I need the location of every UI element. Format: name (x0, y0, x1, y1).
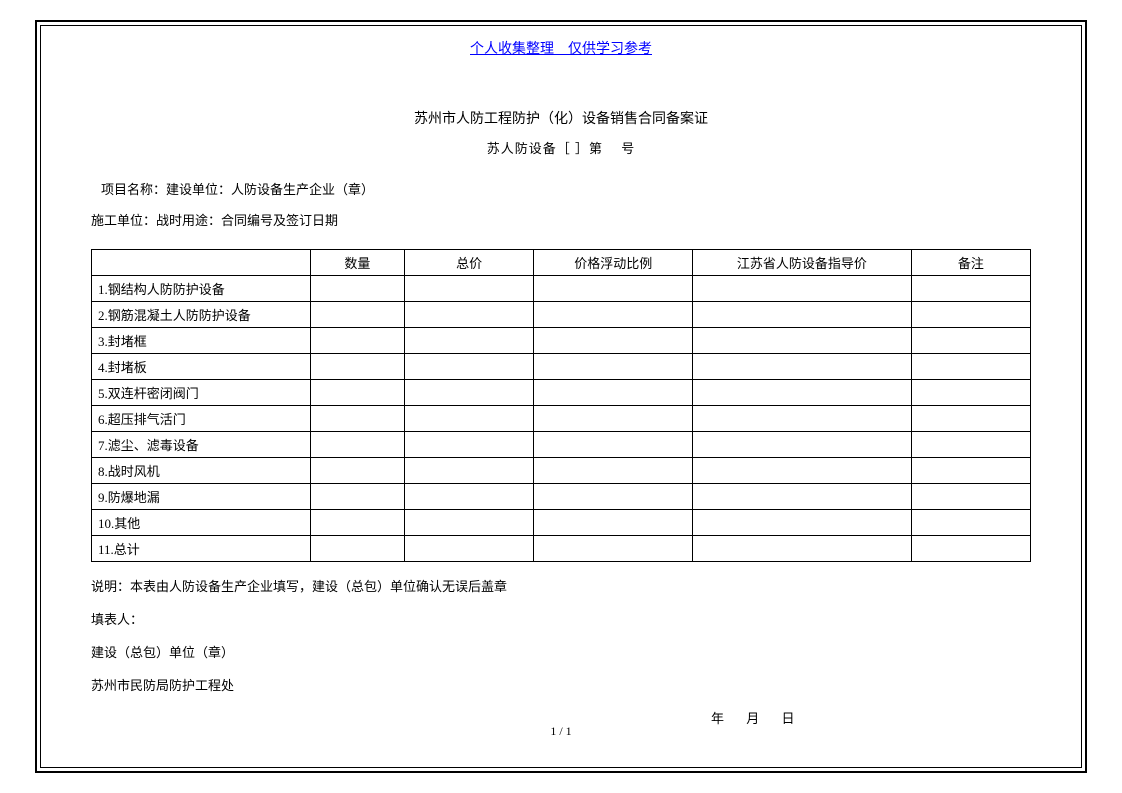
table-cell (911, 458, 1030, 484)
table-row: 9.防爆地漏 (92, 484, 1031, 510)
table-cell (911, 432, 1030, 458)
table-row: 10.其他 (92, 510, 1031, 536)
table-cell (693, 406, 911, 432)
row-label: 10.其他 (92, 510, 311, 536)
table-row: 7.滤尘、滤毒设备 (92, 432, 1031, 458)
table-row: 2.钢筋混凝土人防防护设备 (92, 302, 1031, 328)
table-cell (911, 302, 1030, 328)
table-row: 1.钢结构人防防护设备 (92, 276, 1031, 302)
col-header-note: 备注 (911, 250, 1030, 276)
document-title: 苏州市人防工程防护（化）设备销售合同备案证 (91, 108, 1031, 128)
table-cell (405, 354, 534, 380)
footer-filler: 填表人： (91, 609, 1031, 628)
row-label: 4.封堵板 (92, 354, 311, 380)
project-info-line2: 施工单位：战时用途：合同编号及签订日期 (91, 210, 1031, 229)
col-header-total: 总价 (405, 250, 534, 276)
col-header-qty: 数量 (310, 250, 404, 276)
table-cell (534, 432, 693, 458)
table-cell (310, 302, 404, 328)
row-label: 7.滤尘、滤毒设备 (92, 432, 311, 458)
page-outer-border: 个人收集整理 仅供学习参考 苏州市人防工程防护（化）设备销售合同备案证 苏人防设… (35, 20, 1087, 773)
table-row: 5.双连杆密闭阀门 (92, 380, 1031, 406)
table-row: 6.超压排气活门 (92, 406, 1031, 432)
table-cell (310, 536, 404, 562)
table-cell (911, 380, 1030, 406)
row-label: 2.钢筋混凝土人防防护设备 (92, 302, 311, 328)
footer-bureau: 苏州市民防局防护工程处 (91, 675, 1031, 694)
col-header-label (92, 250, 311, 276)
row-label: 1.钢结构人防防护设备 (92, 276, 311, 302)
table-cell (405, 484, 534, 510)
table-cell (693, 328, 911, 354)
header-link: 个人收集整理 仅供学习参考 (91, 38, 1031, 58)
table-cell (310, 380, 404, 406)
table-cell (693, 354, 911, 380)
row-label: 8.战时风机 (92, 458, 311, 484)
table-cell (405, 380, 534, 406)
row-label: 3.封堵框 (92, 328, 311, 354)
table-cell (310, 406, 404, 432)
table-cell (534, 354, 693, 380)
table-cell (405, 458, 534, 484)
table-cell (310, 510, 404, 536)
row-label: 11.总计 (92, 536, 311, 562)
page-number: 1 / 1 (41, 724, 1081, 739)
table-cell (310, 328, 404, 354)
table-cell (693, 536, 911, 562)
table-cell (405, 276, 534, 302)
row-label: 6.超压排气活门 (92, 406, 311, 432)
table-cell (693, 380, 911, 406)
table-cell (911, 354, 1030, 380)
table-cell (534, 328, 693, 354)
col-header-guide: 江苏省人防设备指导价 (693, 250, 911, 276)
table-cell (534, 380, 693, 406)
row-label: 9.防爆地漏 (92, 484, 311, 510)
table-cell (911, 406, 1030, 432)
table-cell (534, 302, 693, 328)
table-cell (405, 302, 534, 328)
table-cell (693, 276, 911, 302)
table-row: 8.战时风机 (92, 458, 1031, 484)
row-label: 5.双连杆密闭阀门 (92, 380, 311, 406)
table-cell (310, 276, 404, 302)
table-cell (310, 458, 404, 484)
page-inner-border: 个人收集整理 仅供学习参考 苏州市人防工程防护（化）设备销售合同备案证 苏人防设… (40, 25, 1082, 768)
table-cell (405, 536, 534, 562)
table-cell (405, 432, 534, 458)
table-row: 3.封堵框 (92, 328, 1031, 354)
table-cell (534, 484, 693, 510)
table-cell (310, 354, 404, 380)
document-subtitle: 苏人防设备［ ］第 号 (91, 138, 1031, 157)
table-cell (693, 458, 911, 484)
table-cell (911, 276, 1030, 302)
footer-note: 说明：本表由人防设备生产企业填写，建设（总包）单位确认无误后盖章 (91, 576, 1031, 595)
table-cell (693, 484, 911, 510)
table-cell (405, 406, 534, 432)
table-cell (310, 432, 404, 458)
table-cell (534, 510, 693, 536)
table-cell (534, 276, 693, 302)
table-cell (405, 328, 534, 354)
table-row: 4.封堵板 (92, 354, 1031, 380)
table-row: 11.总计 (92, 536, 1031, 562)
table-cell (534, 406, 693, 432)
table-cell (693, 432, 911, 458)
table-header-row: 数量 总价 价格浮动比例 江苏省人防设备指导价 备注 (92, 250, 1031, 276)
table-cell (911, 328, 1030, 354)
table-cell (911, 484, 1030, 510)
table-cell (310, 484, 404, 510)
table-cell (405, 510, 534, 536)
equipment-table: 数量 总价 价格浮动比例 江苏省人防设备指导价 备注 1.钢结构人防防护设备2.… (91, 249, 1031, 562)
table-cell (911, 536, 1030, 562)
table-cell (534, 458, 693, 484)
table-cell (534, 536, 693, 562)
col-header-ratio: 价格浮动比例 (534, 250, 693, 276)
table-cell (693, 302, 911, 328)
table-cell (911, 510, 1030, 536)
project-info-line1: 项目名称：建设单位：人防设备生产企业（章） (101, 179, 1031, 198)
table-cell (693, 510, 911, 536)
footer-unit: 建设（总包）单位（章） (91, 642, 1031, 661)
